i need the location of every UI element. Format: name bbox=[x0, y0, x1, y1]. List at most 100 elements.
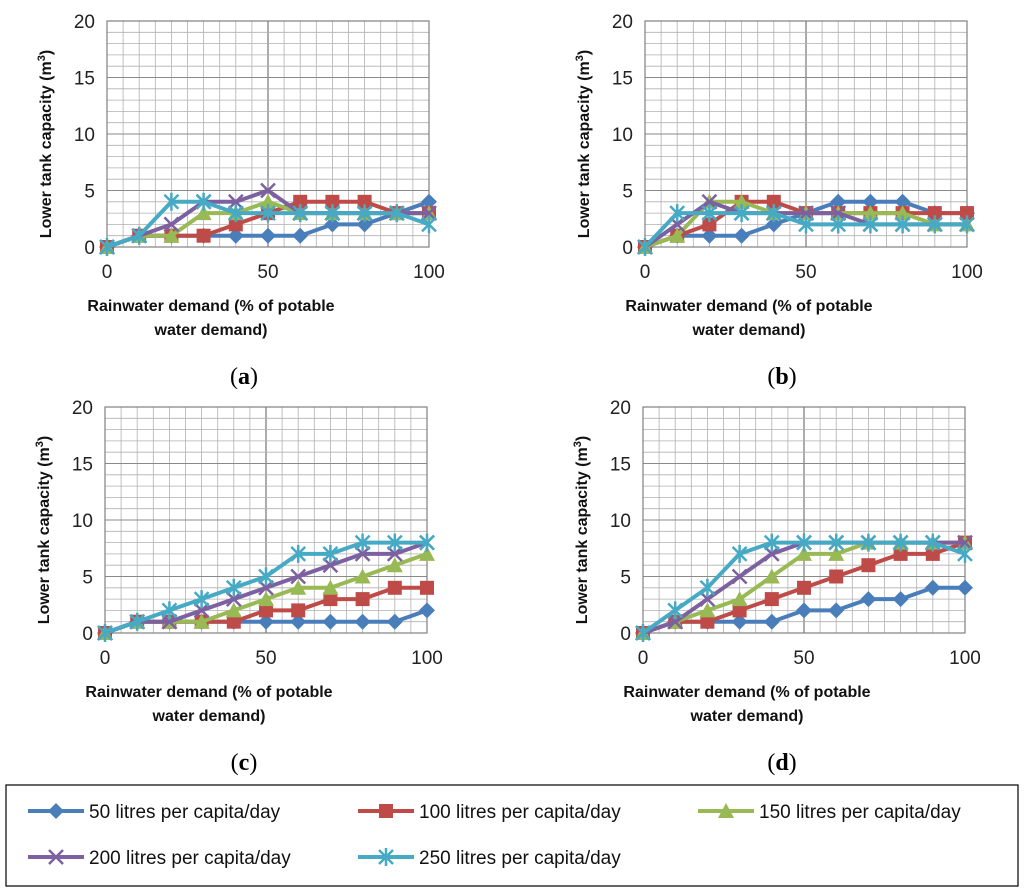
legend-item: 250 litres per capita/day bbox=[358, 848, 621, 869]
data-point bbox=[260, 204, 276, 223]
data-point bbox=[959, 215, 975, 234]
data-point bbox=[163, 216, 180, 233]
data-point bbox=[860, 591, 877, 608]
data-point bbox=[225, 578, 242, 597]
data-point bbox=[163, 192, 180, 211]
data-point bbox=[386, 557, 403, 573]
data-point bbox=[386, 613, 403, 630]
data-point bbox=[322, 579, 339, 595]
data-point bbox=[323, 592, 338, 607]
panel-label: (c) bbox=[231, 750, 258, 776]
data-point bbox=[292, 204, 309, 223]
y-tick-label: 20 bbox=[612, 12, 633, 33]
data-point bbox=[798, 205, 814, 221]
data-point bbox=[227, 193, 244, 210]
y-tick-label: 5 bbox=[84, 182, 95, 203]
chart-panel-d: 0 5 10 15 20 0 50 100 Rainwater demand (% of pot… bbox=[572, 398, 981, 776]
data-point bbox=[894, 205, 911, 221]
data-point bbox=[324, 204, 341, 223]
plot-border bbox=[644, 20, 968, 248]
data-point bbox=[258, 567, 274, 586]
x-axis-title: Rainwater demand (% of potable bbox=[623, 684, 870, 701]
legend-marker bbox=[48, 803, 64, 819]
data-point bbox=[260, 193, 276, 209]
x-axis-title-line2: water demand) bbox=[692, 322, 806, 339]
data-point bbox=[957, 544, 973, 563]
data-point bbox=[325, 194, 340, 209]
y-tick-label: 10 bbox=[612, 125, 633, 146]
data-point bbox=[830, 215, 847, 234]
data-point bbox=[193, 613, 210, 629]
data-point bbox=[227, 204, 244, 223]
legend-label: 250 litres per capita/day bbox=[419, 848, 621, 869]
data-point bbox=[960, 206, 974, 221]
data-point bbox=[828, 533, 845, 552]
data-point bbox=[731, 613, 748, 630]
x-axis-title-line2: water demand) bbox=[690, 708, 804, 725]
data-point bbox=[195, 205, 212, 221]
data-point bbox=[763, 613, 780, 630]
data-point bbox=[700, 614, 715, 629]
x-tick-label: 0 bbox=[102, 262, 113, 283]
data-point bbox=[765, 216, 782, 233]
legend-label: 100 litres per capita/day bbox=[419, 802, 621, 823]
data-point bbox=[733, 204, 750, 223]
data-point bbox=[193, 590, 210, 609]
data-point bbox=[387, 580, 402, 595]
data-point bbox=[860, 533, 877, 552]
data-point bbox=[669, 204, 686, 223]
y-tick-label: 0 bbox=[620, 624, 631, 645]
data-point bbox=[322, 544, 339, 563]
x-tick-label: 50 bbox=[795, 262, 816, 283]
y-tick-label: 15 bbox=[612, 69, 633, 90]
data-point bbox=[701, 204, 718, 223]
data-point bbox=[193, 602, 210, 619]
data-point bbox=[699, 591, 716, 607]
series-5 bbox=[635, 533, 973, 642]
y-tick-label: 20 bbox=[74, 12, 95, 33]
y-axis-title: Lower tank capacity (m3) bbox=[572, 436, 591, 624]
y-tick-label: 5 bbox=[82, 568, 93, 589]
x-axis-title: Rainwater demand (% of potable bbox=[625, 298, 872, 315]
data-point bbox=[419, 533, 435, 552]
data-point bbox=[322, 557, 339, 574]
data-point bbox=[290, 544, 307, 563]
data-point bbox=[129, 612, 146, 631]
data-point bbox=[258, 591, 274, 607]
data-point bbox=[894, 215, 911, 234]
data-point bbox=[733, 227, 750, 244]
data-point bbox=[924, 533, 941, 552]
x-tick-label: 100 bbox=[413, 262, 445, 283]
legend-marker bbox=[379, 804, 393, 818]
y-tick-label: 0 bbox=[622, 238, 633, 259]
data-point bbox=[226, 614, 241, 629]
data-point bbox=[925, 546, 940, 561]
data-point bbox=[733, 193, 750, 209]
data-point bbox=[862, 205, 879, 221]
data-point bbox=[324, 216, 341, 233]
data-point bbox=[290, 568, 307, 585]
legend-item: 150 litres per capita/day bbox=[698, 802, 961, 823]
data-point bbox=[356, 204, 373, 223]
data-point bbox=[763, 568, 780, 584]
x-tick-label: 50 bbox=[255, 648, 276, 669]
data-point bbox=[228, 217, 243, 232]
data-point bbox=[701, 227, 718, 244]
data-point bbox=[926, 215, 943, 234]
data-point bbox=[702, 217, 717, 232]
data-point bbox=[419, 602, 435, 619]
y-tick-label: 15 bbox=[610, 455, 631, 476]
data-point bbox=[862, 193, 879, 210]
data-point bbox=[828, 545, 845, 561]
data-point bbox=[830, 205, 847, 221]
legend-marker bbox=[378, 848, 394, 866]
data-point bbox=[196, 228, 211, 243]
y-tick-label: 15 bbox=[72, 455, 93, 476]
data-point bbox=[225, 602, 242, 618]
data-point bbox=[701, 193, 718, 210]
data-point bbox=[731, 544, 748, 563]
data-point bbox=[861, 558, 876, 573]
chart-panel-c: 0 5 10 15 20 0 50 100 Rainwater demand (% of pot… bbox=[34, 398, 443, 776]
data-point bbox=[290, 579, 307, 595]
